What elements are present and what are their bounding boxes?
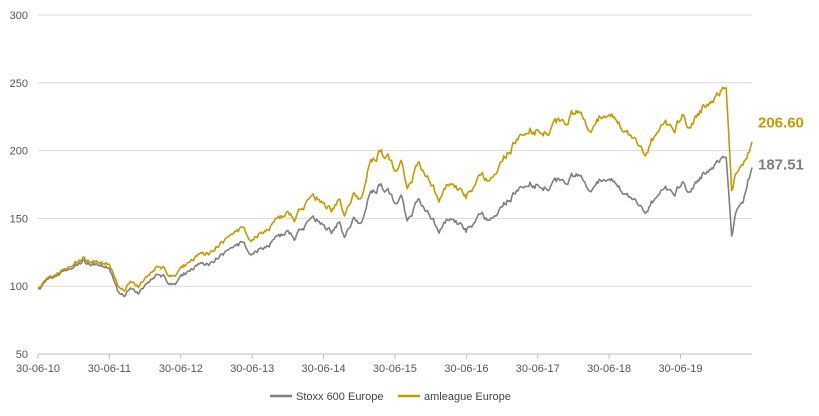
y-tick-label: 250	[10, 78, 28, 90]
end-labels: 187.51 206.60	[758, 115, 804, 174]
y-tick-label: 300	[10, 10, 28, 22]
x-tick-label: 30-06-14	[302, 363, 346, 375]
x-tick-label: 30-06-18	[587, 363, 631, 375]
x-tick-label: 30-06-16	[444, 363, 488, 375]
y-tick-label: 100	[10, 281, 28, 293]
series-line-amleague-europe	[37, 86, 753, 292]
x-tick-label: 30-06-13	[230, 363, 274, 375]
y-tick-label: 50	[16, 349, 28, 361]
y-tick-label: 150	[10, 213, 28, 225]
x-tick-label: 30-06-15	[373, 363, 417, 375]
end-value-label: 206.60	[758, 115, 804, 132]
x-tick-label: 30-06-10	[16, 363, 60, 375]
x-tick-label: 30-06-12	[159, 363, 203, 375]
grid-lines	[38, 14, 752, 287]
legend-label: Stoxx 600 Europe	[296, 391, 383, 403]
x-tick-label: 30-06-19	[658, 363, 702, 375]
series-line-stoxx-600-europe	[37, 155, 753, 298]
series-lines	[37, 86, 753, 298]
y-tick-label: 200	[10, 146, 28, 158]
legend: Stoxx 600 Europe amleague Europe	[270, 391, 511, 403]
x-tick-label: 30-06-11	[88, 363, 131, 375]
x-axis: 30-06-10 30-06-11 30-06-12 30-06-13 30-06-14…	[16, 353, 752, 375]
end-value-label: 187.51	[758, 157, 804, 174]
y-axis: 50 100 150 200 250 300	[10, 10, 28, 361]
x-tick-label: 30-06-17	[516, 363, 560, 375]
legend-label: amleague Europe	[424, 391, 511, 403]
